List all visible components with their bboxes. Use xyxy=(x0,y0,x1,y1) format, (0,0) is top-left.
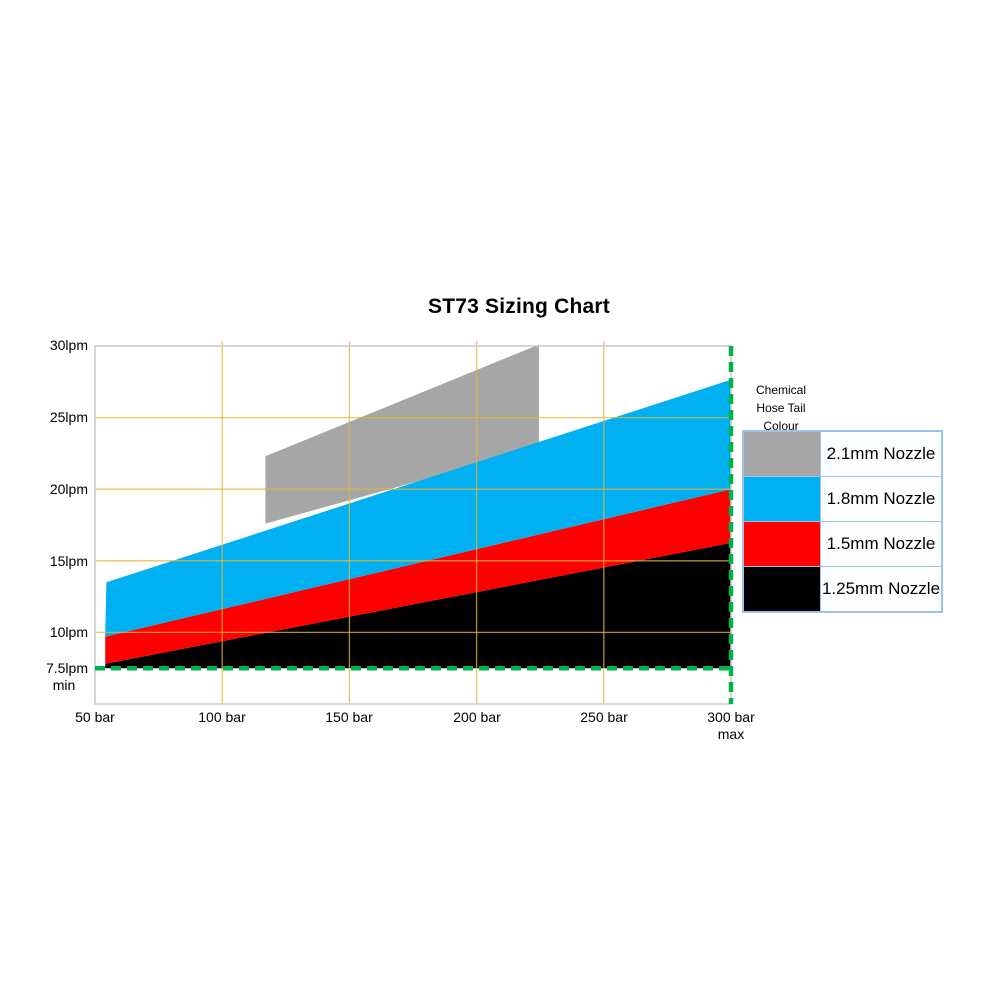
x-tick-50bar: 50 bar xyxy=(75,709,115,725)
legend-row: 1.25mm Nozzle xyxy=(744,566,941,611)
legend-label-1.25mm: 1.25mm Nozzle xyxy=(820,567,941,611)
plot-svg xyxy=(94,341,734,705)
y-tick-10lpm: 10lpm xyxy=(49,624,88,640)
y-tick-30lpm: 30lpm xyxy=(49,337,88,353)
legend-swatch-2.1mm xyxy=(744,432,820,476)
x-axis-max-note: max xyxy=(717,726,745,742)
legend-table: 2.1mm Nozzle 1.8mm Nozzle 1.5mm Nozzle 1… xyxy=(742,430,943,613)
y-axis-min-note: min xyxy=(52,677,76,693)
x-tick-300bar: 300 bar xyxy=(707,709,755,725)
chart-title: ST73 Sizing Chart xyxy=(428,295,610,318)
legend-label-2.1mm: 2.1mm Nozzle xyxy=(820,432,941,476)
band-1.8mm-nozzle xyxy=(105,379,731,637)
x-tick-250bar: 250 bar xyxy=(580,709,628,725)
legend-swatch-1.8mm xyxy=(744,477,820,521)
legend-header-line-2: Hose Tail xyxy=(756,401,806,415)
legend-row: 1.8mm Nozzle xyxy=(744,476,941,521)
x-tick-200bar: 200 bar xyxy=(453,709,501,725)
legend-header: Chemical Hose Tail Colour xyxy=(740,381,822,435)
legend-swatch-1.25mm xyxy=(744,567,820,611)
legend-header-line-3: Colour xyxy=(763,419,799,433)
legend-label-1.5mm: 1.5mm Nozzle xyxy=(820,522,941,566)
band-2.1mm-nozzle xyxy=(265,344,539,524)
y-tick-15lpm: 15lpm xyxy=(49,553,88,569)
legend-header-line-1: Chemical xyxy=(755,383,806,397)
legend-label-1.8mm: 1.8mm Nozzle xyxy=(820,477,941,521)
y-tick-25lpm: 25lpm xyxy=(49,409,88,425)
band-1.25mm-nozzle xyxy=(105,542,731,669)
x-tick-150bar: 150 bar xyxy=(325,709,373,725)
y-tick-7.5lpm: 7.5lpm xyxy=(45,660,88,676)
y-tick-20lpm: 20lpm xyxy=(49,481,88,497)
band-1.5mm-nozzle xyxy=(105,489,731,664)
legend-row: 2.1mm Nozzle xyxy=(744,432,941,476)
legend-row: 1.5mm Nozzle xyxy=(744,521,941,566)
legend-swatch-1.5mm xyxy=(744,522,820,566)
plot-area xyxy=(94,341,734,705)
x-tick-100bar: 100 bar xyxy=(198,709,246,725)
